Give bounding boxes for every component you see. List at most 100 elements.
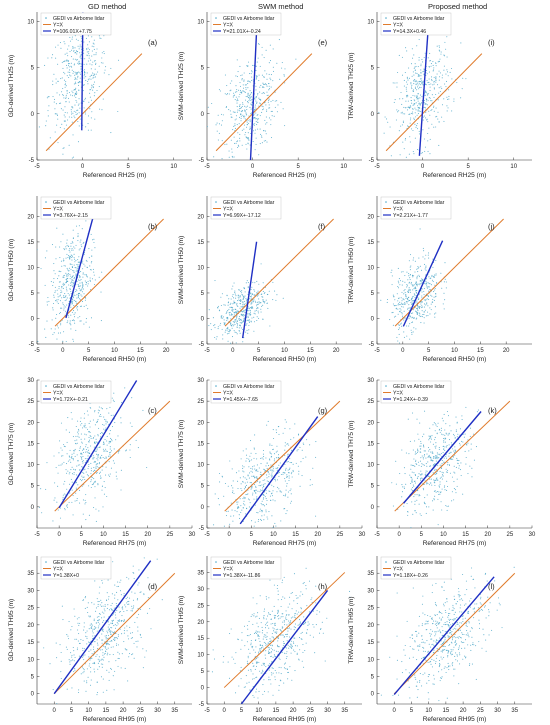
scatter-point [41,512,43,514]
scatter-point [415,302,417,304]
scatter-point [248,329,250,331]
scatter-point [247,287,249,289]
scatter-point [90,666,92,669]
scatter-point [256,497,258,499]
scatter-point [258,485,260,487]
scatter-point [415,109,417,111]
scatter-point [416,114,418,116]
scatter-point [109,448,111,450]
scatter-point [448,463,450,466]
scatter-point [117,644,120,646]
scatter-point [258,298,260,300]
scatter-point [426,100,428,102]
scatter-point [249,295,252,298]
y-tick-label: 30 [27,588,34,594]
scatter-point [91,50,93,52]
scatter-point [276,100,278,102]
scatter-point [81,458,83,460]
scatter-point [433,296,435,298]
scatter-point [74,267,76,269]
scatter-point [278,475,280,477]
scatter-point [405,156,407,158]
scatter-point [302,442,304,444]
legend-point-marker [45,385,47,387]
scatter-point [72,459,74,461]
scatter-point [298,473,300,475]
scatter-point [401,284,403,286]
scatter-point [230,515,232,517]
scatter-point [415,283,417,285]
scatter-point [106,642,108,644]
y-tick-label: 10 [197,463,204,469]
scatter-point [72,242,74,244]
scatter-point [68,346,69,347]
scatter-point [420,280,422,282]
scatter-point [121,615,123,617]
scatter-point [285,467,287,469]
scatter-point [217,139,219,141]
scatter-point [423,106,425,109]
scatter-point [244,309,246,311]
scatter-point [435,312,437,314]
scatter-point [427,475,429,477]
scatter-point [67,48,69,50]
scatter-point [274,106,276,108]
scatter-point [83,107,85,109]
scatter-point [101,432,103,434]
scatter-point [282,471,284,473]
scatter-point [234,324,236,326]
scatter-point [66,253,68,255]
scatter-point [108,474,110,476]
scatter-point [92,483,94,485]
scatter-point [446,464,449,466]
scatter-point [287,469,289,471]
scatter-point [93,238,95,240]
scatter-point [424,107,427,109]
scatter-point [414,453,416,455]
scatter-point [96,449,98,451]
scatter-point [52,309,54,311]
scatter-point [99,475,102,477]
scatter-point [66,267,68,269]
scatter-point [437,479,439,481]
scatter-point [274,478,276,480]
scatter-point [105,423,107,425]
scatter-point [221,328,223,330]
scatter-point [249,121,251,123]
scatter-point [232,310,234,312]
scatter-point [270,453,272,455]
scatter-point [265,116,267,118]
y-tick-label: -5 [29,158,35,164]
scatter-point [103,493,105,495]
scatter-point [429,482,431,484]
scatter-point [77,235,79,237]
scatter-point [404,288,406,291]
scatter-point [399,284,401,286]
scatter-point [254,149,256,151]
scatter-point [114,639,116,642]
scatter-point [92,86,95,88]
scatter-point [91,644,93,646]
scatter-point [133,605,135,607]
scatter-point [297,433,300,435]
scatter-point [437,524,439,526]
scatter-point [103,450,105,452]
scatter-point [104,69,106,71]
scatter-point [248,95,250,97]
scatter-point [442,420,444,422]
scatter-point [262,82,264,84]
scatter-point [102,654,104,656]
scatter-point [237,132,239,134]
scatter-point [250,298,252,300]
scatter-point [467,473,469,475]
scatter-point [417,310,419,312]
scatter-point [417,106,419,109]
scatter-point [416,308,418,310]
scatter-point [58,288,60,290]
scatter-point [85,274,87,276]
scatter-point [67,71,69,73]
scatter-point [434,480,436,482]
scatter-point [246,280,248,282]
scatter-point [66,242,68,244]
scatter-point [52,520,54,522]
